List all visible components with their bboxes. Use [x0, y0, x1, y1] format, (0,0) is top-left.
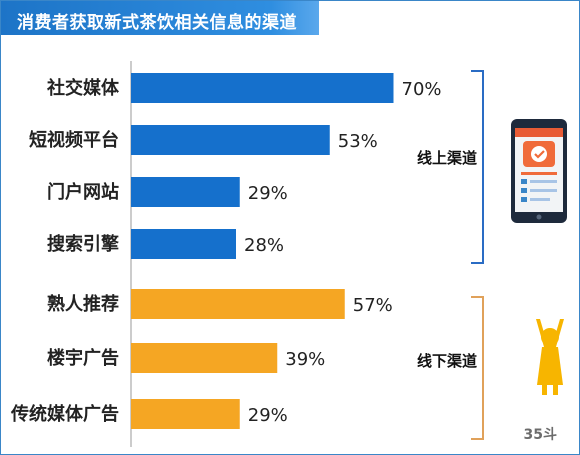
value-label-4: 57% — [353, 295, 393, 316]
value-label-0: 70% — [402, 79, 442, 100]
group-label-0: 线上渠道 — [417, 149, 477, 167]
group-bracket-1 — [471, 296, 484, 440]
bar-5 — [131, 343, 278, 373]
group-brackets — [471, 70, 484, 440]
watermark-text: 35斗 — [524, 427, 557, 443]
phone-checklist-icon — [511, 119, 567, 223]
category-label-5: 楼宇广告 — [47, 347, 119, 369]
bar-4 — [131, 289, 345, 319]
value-label-1: 53% — [338, 131, 378, 152]
value-labels: 70% 53% 29% 28% 57% 39% 29% — [244, 79, 442, 426]
category-label-0: 社交媒体 — [47, 77, 120, 99]
bar-6 — [131, 399, 240, 429]
group-bracket-0 — [471, 70, 484, 264]
value-label-6: 29% — [248, 405, 288, 426]
category-label-1: 短视频平台 — [29, 129, 119, 151]
value-label-2: 29% — [248, 183, 288, 204]
category-label-6: 传统媒体广告 — [10, 403, 119, 425]
category-label-4: 熟人推荐 — [47, 293, 119, 315]
category-label-3: 搜索引擎 — [47, 233, 119, 255]
value-label-5: 39% — [285, 349, 325, 370]
chart-title: 消费者获取新式茶饮相关信息的渠道 — [17, 13, 297, 33]
watermark: 35斗 — [524, 427, 557, 443]
bar-2 — [131, 177, 240, 207]
bars-group — [131, 73, 394, 429]
group-label-1: 线下渠道 — [417, 352, 477, 370]
bar-1 — [131, 125, 330, 155]
title-banner: 消费者获取新式茶饮相关信息的渠道 — [1, 1, 319, 35]
person-arms-up-icon — [536, 319, 564, 395]
bar-3 — [131, 229, 236, 259]
category-label-2: 门户网站 — [47, 181, 119, 203]
bar-0 — [131, 73, 394, 103]
value-label-3: 28% — [244, 235, 284, 256]
